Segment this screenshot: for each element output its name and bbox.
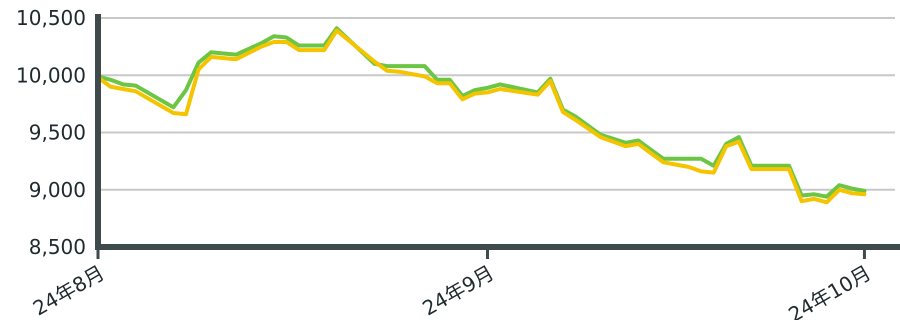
series-lines [96,26,867,205]
series-line-green [96,26,867,199]
x-tick-label: 24年9月 [418,261,498,320]
axes [95,14,900,250]
y-axis-ticks: 8,500 9,000 9,500 10,000 10,500 [16,6,86,259]
y-tick-label: 10,000 [16,63,86,87]
y-tick-label: 9,000 [29,178,86,202]
y-tick-label: 9,500 [29,121,86,145]
x-axis-ticks: 24年8月 24年9月 24年10月 [29,247,875,320]
grid-lines [98,17,895,191]
series-line-yellow [96,28,867,205]
y-tick-label: 10,500 [16,6,86,30]
x-tick-label: 24年8月 [29,261,109,320]
x-tick-label: 24年10月 [784,261,875,320]
y-tick-label: 8,500 [29,235,86,259]
